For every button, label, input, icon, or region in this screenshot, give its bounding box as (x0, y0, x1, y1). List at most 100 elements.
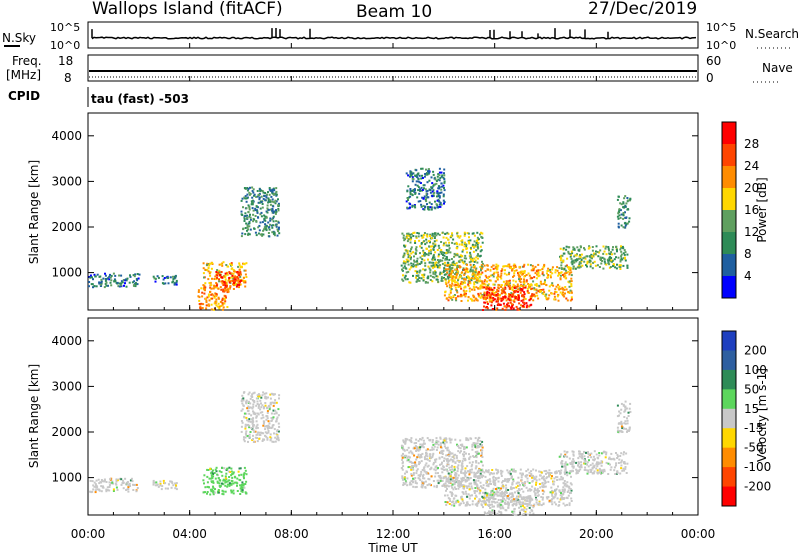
heatmap-cell (615, 452, 617, 454)
heatmap-cell (109, 486, 111, 488)
heatmap-cell (469, 498, 471, 500)
heatmap-cell (615, 256, 617, 258)
heatmap-cell (570, 471, 572, 473)
heatmap-cell (440, 446, 442, 448)
heatmap-cell (489, 507, 491, 509)
heatmap-cell (451, 267, 453, 269)
heatmap-cell (417, 189, 419, 191)
heatmap-cell (436, 264, 438, 266)
heatmap-cell (537, 503, 539, 505)
heatmap-cell (270, 420, 272, 422)
heatmap-cell (455, 277, 457, 279)
heatmap-cell (270, 204, 272, 206)
heatmap-cell (588, 459, 590, 461)
heatmap-cell (536, 270, 538, 272)
heatmap-cell (259, 400, 261, 402)
heatmap-cell (103, 487, 105, 489)
heatmap-cell (418, 277, 420, 279)
heatmap-cell (119, 283, 121, 285)
heatmap-cell (434, 259, 436, 261)
heatmap-cell (564, 489, 566, 491)
heatmap-cell (594, 465, 596, 467)
heatmap-cell (445, 490, 447, 492)
heatmap-cell (467, 439, 469, 441)
heatmap-cell (466, 465, 468, 467)
nsky-tick-bottom: 10^0 (50, 39, 80, 52)
heatmap-cell (478, 500, 480, 502)
heatmap-cell (127, 491, 129, 493)
heatmap-cell (270, 439, 272, 441)
heatmap-cell (437, 281, 439, 283)
heatmap-cell (442, 485, 444, 487)
heatmap-cell (488, 497, 490, 499)
heatmap-cell (443, 460, 445, 462)
heatmap-cell (227, 289, 229, 291)
heatmap-cell (473, 283, 475, 285)
heatmap-cell (421, 175, 423, 177)
heatmap-cell (563, 276, 565, 278)
heatmap-cell (168, 282, 170, 284)
heatmap-cell (614, 253, 616, 255)
heatmap-cell (435, 469, 437, 471)
heatmap-cell (558, 267, 560, 269)
heatmap-cell (257, 216, 259, 218)
heatmap-cell (606, 253, 608, 255)
heatmap-cell (519, 280, 521, 282)
heatmap-cell (530, 304, 532, 306)
heatmap-cell (273, 441, 275, 443)
heatmap-cell (271, 227, 273, 229)
heatmap-cell (429, 271, 431, 273)
cpid-label: CPID (8, 89, 40, 103)
heatmap-cell (430, 206, 432, 208)
heatmap-cell (568, 273, 570, 275)
heatmap-cell (520, 469, 522, 471)
heatmap-cell (250, 431, 252, 433)
heatmap-cell (549, 285, 551, 287)
heatmap-cell (439, 177, 441, 179)
heatmap-cell (413, 191, 415, 193)
heatmap-cell (558, 490, 560, 492)
heatmap-cell (623, 212, 625, 214)
heatmap-cell (264, 226, 266, 228)
heatmap-cell (453, 295, 455, 297)
heatmap-cell (249, 434, 251, 436)
heatmap-cell (580, 464, 582, 466)
heatmap-cell (493, 268, 495, 270)
heatmap-cell (264, 223, 266, 225)
heatmap-cell (407, 252, 409, 254)
heatmap-cell (619, 264, 621, 266)
heatmap-cell (201, 295, 203, 297)
heatmap-cell (255, 417, 257, 419)
heatmap-cell (127, 483, 129, 485)
heatmap-cell (590, 453, 592, 455)
heatmap-cell (569, 458, 571, 460)
heatmap-cell (614, 258, 616, 260)
heatmap-cell (421, 486, 423, 488)
heatmap-cell (441, 452, 443, 454)
freq-tick-top: 18 (58, 54, 73, 68)
heatmap-cell (220, 286, 222, 288)
heatmap-cell (489, 289, 491, 291)
heatmap-cell (493, 273, 495, 275)
heatmap-cell (270, 427, 272, 429)
heatmap-cell (423, 446, 425, 448)
heatmap-cell (238, 274, 240, 276)
heatmap-cell (497, 266, 499, 268)
heatmap-cell (219, 470, 221, 472)
heatmap-cell (165, 488, 167, 490)
heatmap-cell (254, 208, 256, 210)
nsearch-tick-top: 10^5 (706, 21, 736, 34)
heatmap-cell (413, 178, 415, 180)
heatmap-cell (465, 295, 467, 297)
heatmap-cell (245, 433, 247, 435)
heatmap-cell (481, 444, 483, 446)
heatmap-cell (209, 282, 211, 284)
heatmap-cell (553, 293, 555, 295)
heatmap-cell (132, 480, 134, 482)
heatmap-cell (427, 206, 429, 208)
heatmap-cell (553, 481, 555, 483)
heatmap-cell (209, 468, 211, 470)
heatmap-cell (491, 266, 493, 268)
heatmap-cell (620, 462, 622, 464)
heatmap-cell (419, 270, 421, 272)
